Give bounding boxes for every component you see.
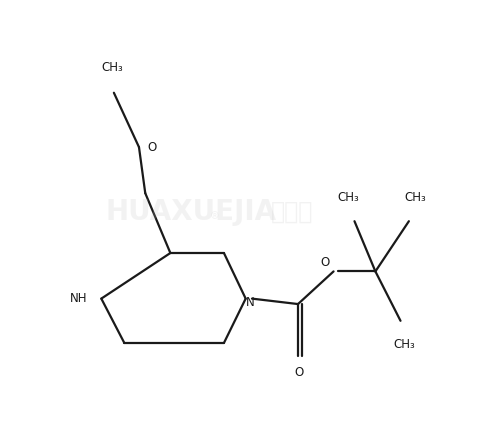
Text: ®: ® <box>210 212 219 222</box>
Text: N: N <box>245 296 254 309</box>
Text: CH₃: CH₃ <box>404 192 426 204</box>
Text: 化学加: 化学加 <box>270 200 313 224</box>
Text: CH₃: CH₃ <box>394 338 415 351</box>
Text: CH₃: CH₃ <box>337 192 359 204</box>
Text: HUAXUEJIA: HUAXUEJIA <box>106 198 277 226</box>
Text: O: O <box>321 256 330 269</box>
Text: CH₃: CH₃ <box>101 61 123 74</box>
Text: O: O <box>294 366 303 379</box>
Text: O: O <box>147 141 156 153</box>
Text: NH: NH <box>70 292 87 305</box>
